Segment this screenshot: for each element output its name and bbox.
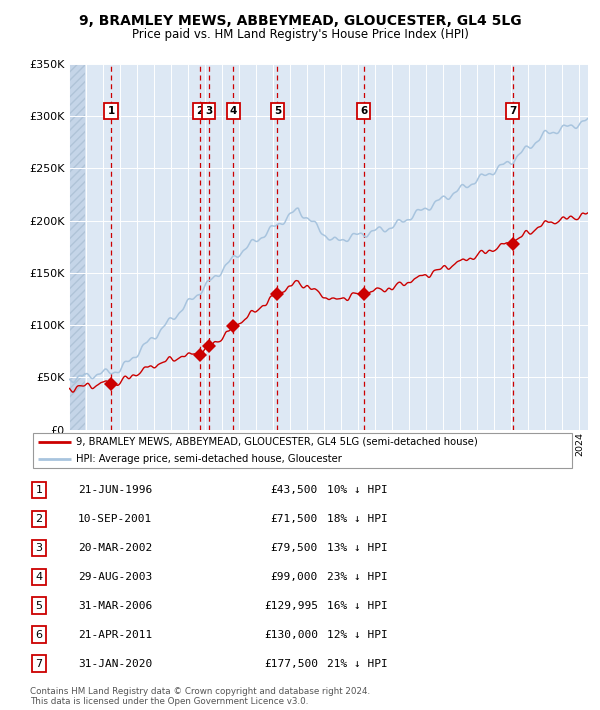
Text: 10% ↓ HPI: 10% ↓ HPI [327,485,388,495]
Text: HPI: Average price, semi-detached house, Gloucester: HPI: Average price, semi-detached house,… [76,454,342,464]
Text: 12% ↓ HPI: 12% ↓ HPI [327,630,388,640]
Text: 2: 2 [35,514,43,524]
Text: £130,000: £130,000 [264,630,318,640]
Text: 21-JUN-1996: 21-JUN-1996 [78,485,152,495]
Text: £99,000: £99,000 [271,572,318,582]
Text: 20-MAR-2002: 20-MAR-2002 [78,543,152,553]
Text: 6: 6 [360,106,367,116]
Text: Price paid vs. HM Land Registry's House Price Index (HPI): Price paid vs. HM Land Registry's House … [131,28,469,41]
Text: 21-APR-2011: 21-APR-2011 [78,630,152,640]
Text: £129,995: £129,995 [264,601,318,611]
Text: 1: 1 [35,485,43,495]
Text: 9, BRAMLEY MEWS, ABBEYMEAD, GLOUCESTER, GL4 5LG (semi-detached house): 9, BRAMLEY MEWS, ABBEYMEAD, GLOUCESTER, … [76,437,478,447]
Text: 16% ↓ HPI: 16% ↓ HPI [327,601,388,611]
Text: 1: 1 [107,106,115,116]
Text: 7: 7 [509,106,517,116]
Text: 9, BRAMLEY MEWS, ABBEYMEAD, GLOUCESTER, GL4 5LG: 9, BRAMLEY MEWS, ABBEYMEAD, GLOUCESTER, … [79,14,521,28]
Text: 3: 3 [205,106,212,116]
Text: 18% ↓ HPI: 18% ↓ HPI [327,514,388,524]
Text: 5: 5 [35,601,43,611]
Text: 2: 2 [196,106,203,116]
Text: 6: 6 [35,630,43,640]
Text: 21% ↓ HPI: 21% ↓ HPI [327,659,388,669]
Text: 29-AUG-2003: 29-AUG-2003 [78,572,152,582]
Text: £43,500: £43,500 [271,485,318,495]
Text: 5: 5 [274,106,281,116]
Text: 31-JAN-2020: 31-JAN-2020 [78,659,152,669]
Text: £79,500: £79,500 [271,543,318,553]
Text: 31-MAR-2006: 31-MAR-2006 [78,601,152,611]
Text: 23% ↓ HPI: 23% ↓ HPI [327,572,388,582]
FancyBboxPatch shape [33,432,572,469]
Text: £71,500: £71,500 [271,514,318,524]
Text: Contains HM Land Registry data © Crown copyright and database right 2024.
This d: Contains HM Land Registry data © Crown c… [30,687,370,706]
Text: 3: 3 [35,543,43,553]
Text: 10-SEP-2001: 10-SEP-2001 [78,514,152,524]
Bar [69,64,85,430]
Text: 4: 4 [35,572,43,582]
Text: 4: 4 [230,106,237,116]
Text: 7: 7 [35,659,43,669]
Text: 13% ↓ HPI: 13% ↓ HPI [327,543,388,553]
Text: £177,500: £177,500 [264,659,318,669]
